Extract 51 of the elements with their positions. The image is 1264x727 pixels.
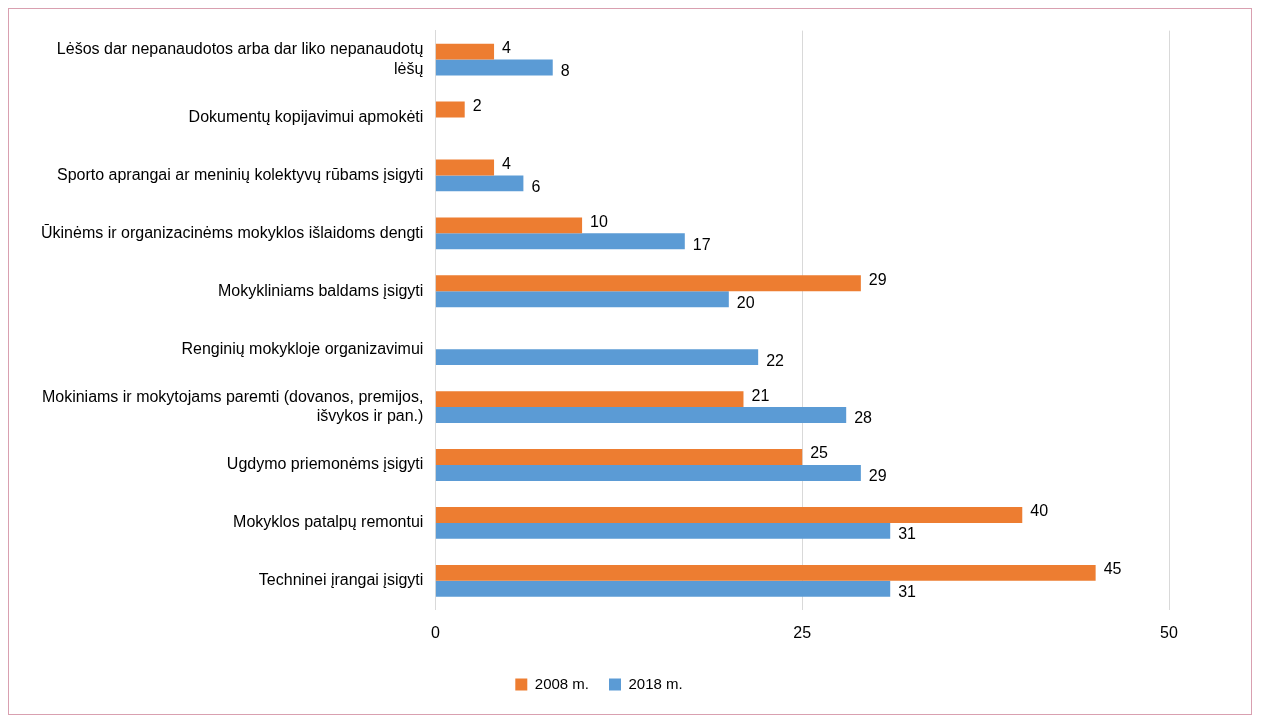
y-tick-label: Ūkinėms ir organizacinėms mokyklos išlaidoms dengti [41, 223, 424, 241]
bar [435, 59, 553, 76]
data-label: 20 [736, 293, 755, 311]
bar [435, 101, 465, 118]
y-tick-label: Mokiniams ir mokytojams paremti (dovanos, premijos, išvykos ir pan.) [41, 387, 424, 425]
bar [435, 522, 891, 539]
bar [435, 407, 847, 424]
data-label: 21 [751, 386, 770, 404]
bar [435, 564, 1096, 581]
bar [435, 506, 1023, 523]
data-label: 6 [531, 177, 541, 195]
data-label: 45 [1103, 560, 1122, 578]
bar [435, 275, 861, 292]
data-label: 4 [502, 39, 512, 56]
y-tick-label: Mokykliniams baldams įsigyti [217, 281, 424, 299]
y-tick-label: Dokumentų kopijavimui apmokėti [188, 107, 424, 125]
bar [435, 175, 524, 192]
legend-label: 2008 m. [534, 674, 589, 692]
data-label: 40 [1030, 502, 1049, 520]
x-tick-label: 25 [793, 623, 812, 641]
bar [435, 580, 891, 597]
bar [435, 43, 495, 60]
data-label: 31 [898, 525, 917, 543]
bar [435, 291, 729, 308]
data-label: 22 [766, 351, 785, 369]
data-label: 25 [810, 444, 829, 462]
bar [435, 217, 583, 234]
bar [435, 349, 759, 366]
y-tick-label: Renginių mokykloje organizavimui [181, 339, 424, 357]
data-label: 10 [590, 212, 608, 230]
bar [435, 465, 861, 481]
y-tick-label: Mokyklos patalpų remontui [233, 513, 424, 531]
x-tick-label: 50 [1160, 623, 1178, 641]
bar [435, 391, 744, 408]
data-label: 31 [898, 583, 917, 601]
legend-label: 2018 m. [628, 674, 683, 692]
y-tick-label: Lėšos dar nepanaudotos arba dar liko nepanaudotų lėšų [56, 40, 424, 77]
x-tick-label: 0 [430, 623, 440, 641]
bar [435, 449, 803, 465]
bar [435, 233, 685, 250]
y-tick-label: Ugdymo priemonėms įsigyti [226, 455, 424, 473]
data-label: 29 [868, 467, 887, 485]
data-label: 4 [502, 154, 512, 172]
y-tick-label: Sporto aprangai ar meninių kolektyvų rūbams įsigyti [56, 165, 424, 183]
data-label: 8 [560, 61, 570, 79]
data-label: 17 [692, 235, 711, 253]
data-label: 29 [868, 270, 887, 288]
data-label: 28 [854, 409, 873, 427]
bar [435, 159, 495, 176]
data-label: 2 [472, 96, 482, 114]
y-tick-label: Techninei įrangai įsigyti [258, 571, 424, 589]
